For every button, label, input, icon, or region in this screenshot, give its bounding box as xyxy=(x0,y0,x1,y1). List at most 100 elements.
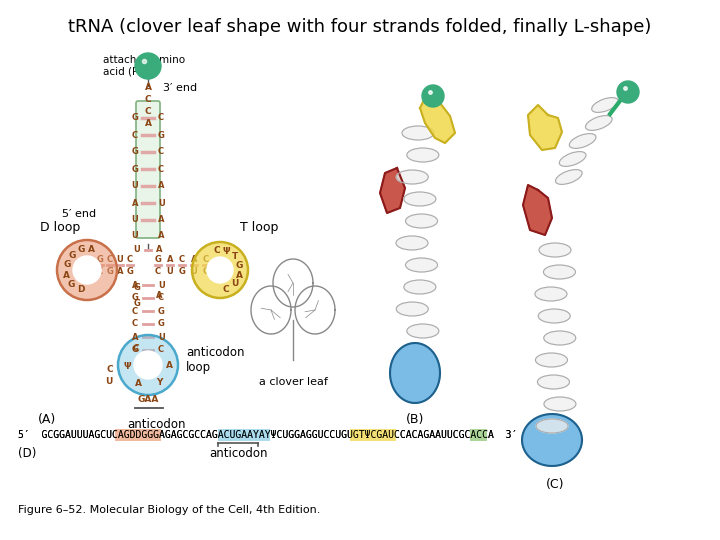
Ellipse shape xyxy=(537,375,570,389)
Text: C: C xyxy=(158,165,164,173)
Ellipse shape xyxy=(404,192,436,206)
Text: 5′ end: 5′ end xyxy=(62,209,96,219)
Ellipse shape xyxy=(535,287,567,301)
FancyBboxPatch shape xyxy=(350,429,395,441)
Circle shape xyxy=(118,335,178,395)
FancyBboxPatch shape xyxy=(115,429,161,441)
Text: C: C xyxy=(145,107,151,117)
Circle shape xyxy=(207,257,233,283)
Text: A: A xyxy=(166,361,173,369)
Text: G: G xyxy=(131,165,138,173)
Text: 5′  GCGGAUUUAGCUCAGDDGGGAGAGCGCCAGACUGAAYAYΨCUGGAGGUCCUGUGTΨCGAUCCACAGAAUUCGCACC: 5′ GCGGAUUUAGCUCAGDDGGGAGAGCGCCAGACUGAAY… xyxy=(18,430,518,440)
Ellipse shape xyxy=(539,309,570,323)
Ellipse shape xyxy=(404,280,436,294)
Text: U: U xyxy=(131,215,138,225)
Text: a clover leaf: a clover leaf xyxy=(258,377,328,387)
Text: G: G xyxy=(158,307,165,315)
Circle shape xyxy=(135,53,161,79)
FancyBboxPatch shape xyxy=(470,429,487,441)
Text: C: C xyxy=(107,255,113,265)
Text: C: C xyxy=(155,267,161,275)
Text: C: C xyxy=(158,346,164,354)
Text: U: U xyxy=(131,181,138,191)
FancyBboxPatch shape xyxy=(136,101,160,238)
Text: U: U xyxy=(133,246,140,254)
Polygon shape xyxy=(522,414,582,466)
Text: T loop: T loop xyxy=(240,221,279,234)
Text: A: A xyxy=(236,271,243,280)
Text: C: C xyxy=(158,294,164,302)
Text: C: C xyxy=(214,246,220,255)
Polygon shape xyxy=(420,98,455,143)
Text: A: A xyxy=(132,333,138,341)
Text: C: C xyxy=(203,255,209,265)
Polygon shape xyxy=(528,105,562,150)
Text: C: C xyxy=(223,285,230,294)
Text: A: A xyxy=(117,267,123,275)
Ellipse shape xyxy=(544,265,575,279)
Text: (D): (D) xyxy=(18,447,37,460)
Text: U: U xyxy=(106,377,113,387)
Text: G: G xyxy=(68,280,76,289)
Text: Ψ: Ψ xyxy=(123,362,131,371)
Text: G: G xyxy=(131,147,138,157)
Text: G: G xyxy=(63,260,71,269)
Text: G: G xyxy=(158,320,165,328)
Text: G: G xyxy=(235,261,243,270)
Text: A: A xyxy=(145,84,151,92)
Text: 3′ end: 3′ end xyxy=(163,83,197,93)
Ellipse shape xyxy=(536,419,568,433)
Polygon shape xyxy=(523,185,552,235)
Text: A: A xyxy=(158,215,164,225)
Text: G: G xyxy=(155,255,161,265)
Ellipse shape xyxy=(396,236,428,250)
Text: C: C xyxy=(179,255,185,265)
Ellipse shape xyxy=(536,353,567,367)
Text: G: G xyxy=(131,113,138,123)
Text: U: U xyxy=(158,280,165,289)
Ellipse shape xyxy=(559,152,586,166)
Text: 5′  GCGGAUUUAGCUCAGDDGGGAGAGCGCCAGACUGAAYAYΨCUGGAGGUCCUGUGTΨCGAUCCACAGAAUUCGCACC: 5′ GCGGAUUUAGCUCAGDDGGGAGAGCGCCAGACUGAAY… xyxy=(18,430,518,440)
Ellipse shape xyxy=(396,302,428,316)
Text: anticodon
loop: anticodon loop xyxy=(186,346,245,374)
Text: G: G xyxy=(107,267,114,275)
Text: A: A xyxy=(132,280,138,289)
Text: A: A xyxy=(145,119,151,129)
FancyBboxPatch shape xyxy=(218,429,270,441)
Text: G: G xyxy=(96,255,104,265)
Text: G: G xyxy=(131,346,138,354)
Text: C: C xyxy=(132,307,138,315)
Text: C: C xyxy=(158,147,164,157)
Text: C: C xyxy=(107,366,113,375)
Text: G: G xyxy=(179,267,186,275)
Text: GAA: GAA xyxy=(138,395,158,404)
Ellipse shape xyxy=(405,214,438,228)
Text: Y: Y xyxy=(156,379,162,387)
Polygon shape xyxy=(390,343,440,403)
Text: C: C xyxy=(132,320,138,328)
Text: C: C xyxy=(145,96,151,105)
Text: U: U xyxy=(158,333,165,341)
Text: A: A xyxy=(156,246,163,254)
Circle shape xyxy=(57,240,117,300)
Text: Ψ: Ψ xyxy=(223,247,230,255)
Text: U: U xyxy=(191,267,197,275)
Text: tRNA (clover leaf shape with four strands folded, finally L-shape): tRNA (clover leaf shape with four strand… xyxy=(68,18,652,36)
Ellipse shape xyxy=(556,170,582,184)
Text: D loop: D loop xyxy=(40,221,80,234)
Text: G: G xyxy=(68,251,76,260)
Ellipse shape xyxy=(405,258,438,272)
Text: A: A xyxy=(158,232,164,240)
Text: D: D xyxy=(77,286,84,294)
Text: (A): (A) xyxy=(38,414,56,427)
Text: A: A xyxy=(135,379,142,388)
Ellipse shape xyxy=(407,148,439,162)
Circle shape xyxy=(192,242,248,298)
Ellipse shape xyxy=(592,98,618,112)
Text: C: C xyxy=(127,255,133,265)
Text: C: C xyxy=(132,131,138,139)
Text: T: T xyxy=(232,252,238,261)
Text: U: U xyxy=(117,255,123,265)
Ellipse shape xyxy=(402,126,434,140)
Ellipse shape xyxy=(544,331,576,345)
